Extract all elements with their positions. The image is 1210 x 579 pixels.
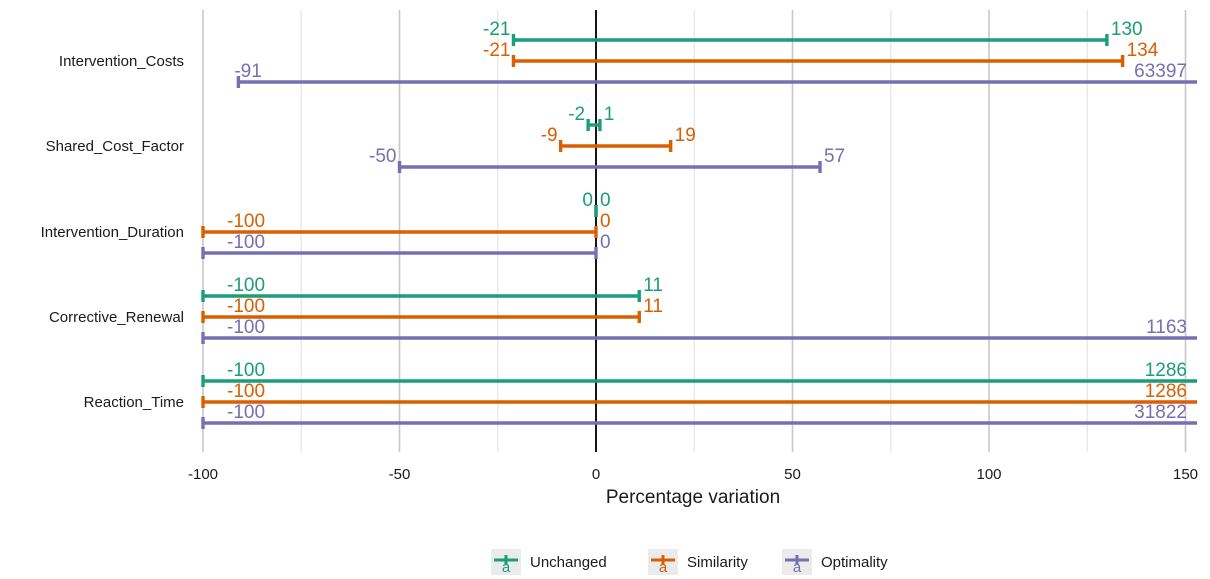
- range-low-label: -21: [483, 19, 510, 40]
- legend-label: Similarity: [687, 554, 748, 571]
- range-similarity: -100 0: [201, 211, 611, 238]
- range-optimality: -100 31822: [201, 402, 1197, 429]
- range-high-label: 0: [600, 190, 611, 211]
- legend: a Unchanged a Similarity a Optimality: [491, 549, 888, 576]
- range-high-label: 11: [643, 275, 663, 296]
- range-low-label: -50: [369, 146, 396, 167]
- legend-key-glyph: a: [502, 559, 511, 576]
- range-low-label: -21: [483, 40, 510, 61]
- range-high-label: 1286: [1145, 360, 1187, 381]
- range-optimality: -100 1163: [201, 317, 1197, 344]
- legend-item-similarity: a Similarity: [648, 549, 748, 576]
- legend-key-glyph: a: [793, 559, 802, 576]
- x-tick-label: 100: [976, 466, 1001, 483]
- range-low-label: -100: [227, 296, 265, 317]
- category-label: Corrective_Renewal: [49, 309, 184, 326]
- range-low-label: -100: [227, 381, 265, 402]
- x-tick-label: 0: [592, 466, 600, 483]
- x-axis-title: Percentage variation: [606, 487, 780, 508]
- x-tick-label: -50: [389, 466, 411, 483]
- range-similarity: -9 19: [541, 125, 696, 152]
- range-high-label: 11: [643, 296, 663, 317]
- range-low-label: -100: [227, 211, 265, 232]
- range-high-label: 134: [1127, 40, 1159, 61]
- x-tick-label: 150: [1173, 466, 1198, 483]
- range-low-label: -100: [227, 317, 265, 338]
- category-label: Intervention_Costs: [59, 53, 184, 70]
- legend-label: Unchanged: [530, 554, 607, 571]
- category-label: Shared_Cost_Factor: [46, 138, 184, 155]
- x-tick-label: -100: [188, 466, 218, 483]
- range-low-label: -91: [234, 61, 261, 82]
- range-high-label: 31822: [1134, 402, 1187, 423]
- range-optimality: -50 57: [369, 146, 845, 173]
- range-high-label: 1: [604, 104, 615, 125]
- range-low-label: -9: [541, 125, 558, 146]
- range-similarity: -100 1286: [201, 381, 1197, 408]
- range-high-label: 1163: [1146, 317, 1187, 338]
- range-low-label: 0: [582, 190, 593, 211]
- legend-label: Optimality: [821, 554, 888, 571]
- range-unchanged: -21 130: [483, 19, 1143, 46]
- range-unchanged: -100 1286: [201, 360, 1197, 387]
- category-label: Reaction_Time: [84, 394, 184, 411]
- range-optimality: -100 0: [201, 232, 611, 259]
- range-high-label: 57: [824, 146, 845, 167]
- range-similarity: -100 11: [201, 296, 663, 323]
- range-high-label: 0: [600, 211, 611, 232]
- range-high-label: 130: [1111, 19, 1143, 40]
- range-high-label: 1286: [1145, 381, 1187, 402]
- range-optimality: -91 63397: [234, 61, 1197, 88]
- category-labels: Intervention_Costs Shared_Cost_Factor Inte…: [41, 53, 184, 411]
- range-high-label: 0: [600, 232, 611, 253]
- range-similarity: -21 134: [483, 40, 1159, 67]
- legend-key-glyph: a: [659, 559, 668, 576]
- range-low-label: -100: [227, 232, 265, 253]
- range-series: -21 130-2 10 0-100 11-100 1286-21 134-9 19-100 0…: [201, 19, 1197, 429]
- range-high-label: 63397: [1134, 61, 1187, 82]
- range-unchanged: -2 1: [568, 104, 615, 131]
- range-low-label: -2: [568, 104, 585, 125]
- category-label: Intervention_Duration: [41, 224, 184, 241]
- range-low-label: -100: [227, 402, 265, 423]
- x-tick-label: 50: [784, 466, 801, 483]
- range-high-label: 19: [675, 125, 696, 146]
- legend-item-unchanged: a Unchanged: [491, 549, 607, 576]
- range-low-label: -100: [227, 360, 265, 381]
- x-axis-ticks: -100 -50 0 50 100 150: [188, 466, 1198, 483]
- range-unchanged: -100 11: [201, 275, 663, 302]
- range-low-label: -100: [227, 275, 265, 296]
- legend-item-optimality: a Optimality: [782, 549, 888, 576]
